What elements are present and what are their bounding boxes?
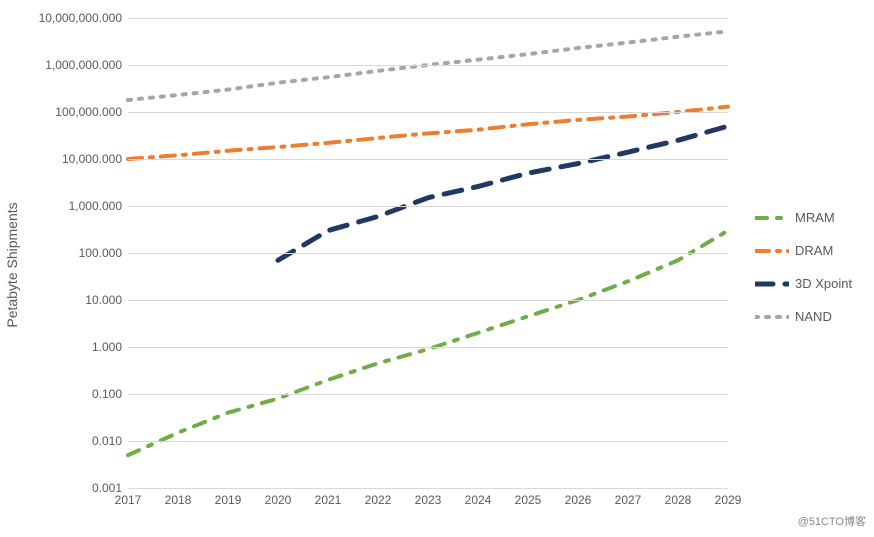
x-tick-label: 2022	[358, 493, 398, 507]
legend-label: NAND	[795, 309, 832, 324]
x-tick-label: 2025	[508, 493, 548, 507]
legend-swatch-dram	[755, 244, 789, 258]
grid-line	[128, 394, 728, 395]
legend-item: 3D Xpoint	[755, 276, 865, 291]
grid-line	[128, 300, 728, 301]
watermark: @51CTO博客	[798, 513, 866, 529]
legend-item: MRAM	[755, 210, 865, 225]
x-tick-label: 2018	[158, 493, 198, 507]
legend-swatch-mram	[755, 211, 789, 225]
x-tick-label: 2026	[558, 493, 598, 507]
legend-swatch-3d-xpoint	[755, 277, 789, 291]
x-tick-label: 2021	[308, 493, 348, 507]
legend-label: DRAM	[795, 243, 833, 258]
x-tick-label: 2029	[708, 493, 748, 507]
y-tick-label: 0.010	[32, 434, 122, 448]
x-tick-label: 2028	[658, 493, 698, 507]
y-tick-label: 0.100	[32, 387, 122, 401]
grid-line	[128, 488, 728, 489]
x-tick-label: 2023	[408, 493, 448, 507]
plot-area: 10,000,000.0001,000,000.000100,000.00010…	[128, 18, 728, 488]
y-tick-label: 10.000	[32, 293, 122, 307]
legend: MRAM DRAM 3D Xpoint NAND	[755, 210, 865, 342]
grid-line	[128, 65, 728, 66]
legend-label: MRAM	[795, 210, 835, 225]
x-tick-label: 2027	[608, 493, 648, 507]
series-mram	[128, 231, 728, 456]
legend-item: DRAM	[755, 243, 865, 258]
grid-line	[128, 112, 728, 113]
grid-line	[128, 347, 728, 348]
x-tick-label: 2020	[258, 493, 298, 507]
y-axis-label: Petabyte Shipments	[4, 202, 20, 327]
y-tick-label: 10,000.000	[32, 152, 122, 166]
chart-container: Petabyte Shipments 10,000,000.0001,000,0…	[30, 10, 750, 520]
grid-line	[128, 441, 728, 442]
x-tick-label: 2019	[208, 493, 248, 507]
grid-line	[128, 18, 728, 19]
legend-swatch-nand	[755, 310, 789, 324]
series-3d-xpoint	[278, 126, 728, 260]
grid-line	[128, 253, 728, 254]
grid-line	[128, 159, 728, 160]
y-tick-label: 100,000.000	[32, 105, 122, 119]
legend-label: 3D Xpoint	[795, 276, 852, 291]
y-tick-label: 1.000	[32, 340, 122, 354]
x-tick-label: 2024	[458, 493, 498, 507]
grid-line	[128, 206, 728, 207]
y-tick-label: 10,000,000.000	[32, 11, 122, 25]
x-tick-label: 2017	[108, 493, 148, 507]
legend-item: NAND	[755, 309, 865, 324]
y-tick-label: 1,000.000	[32, 199, 122, 213]
y-tick-label: 1,000,000.000	[32, 58, 122, 72]
y-tick-label: 100.000	[32, 246, 122, 260]
